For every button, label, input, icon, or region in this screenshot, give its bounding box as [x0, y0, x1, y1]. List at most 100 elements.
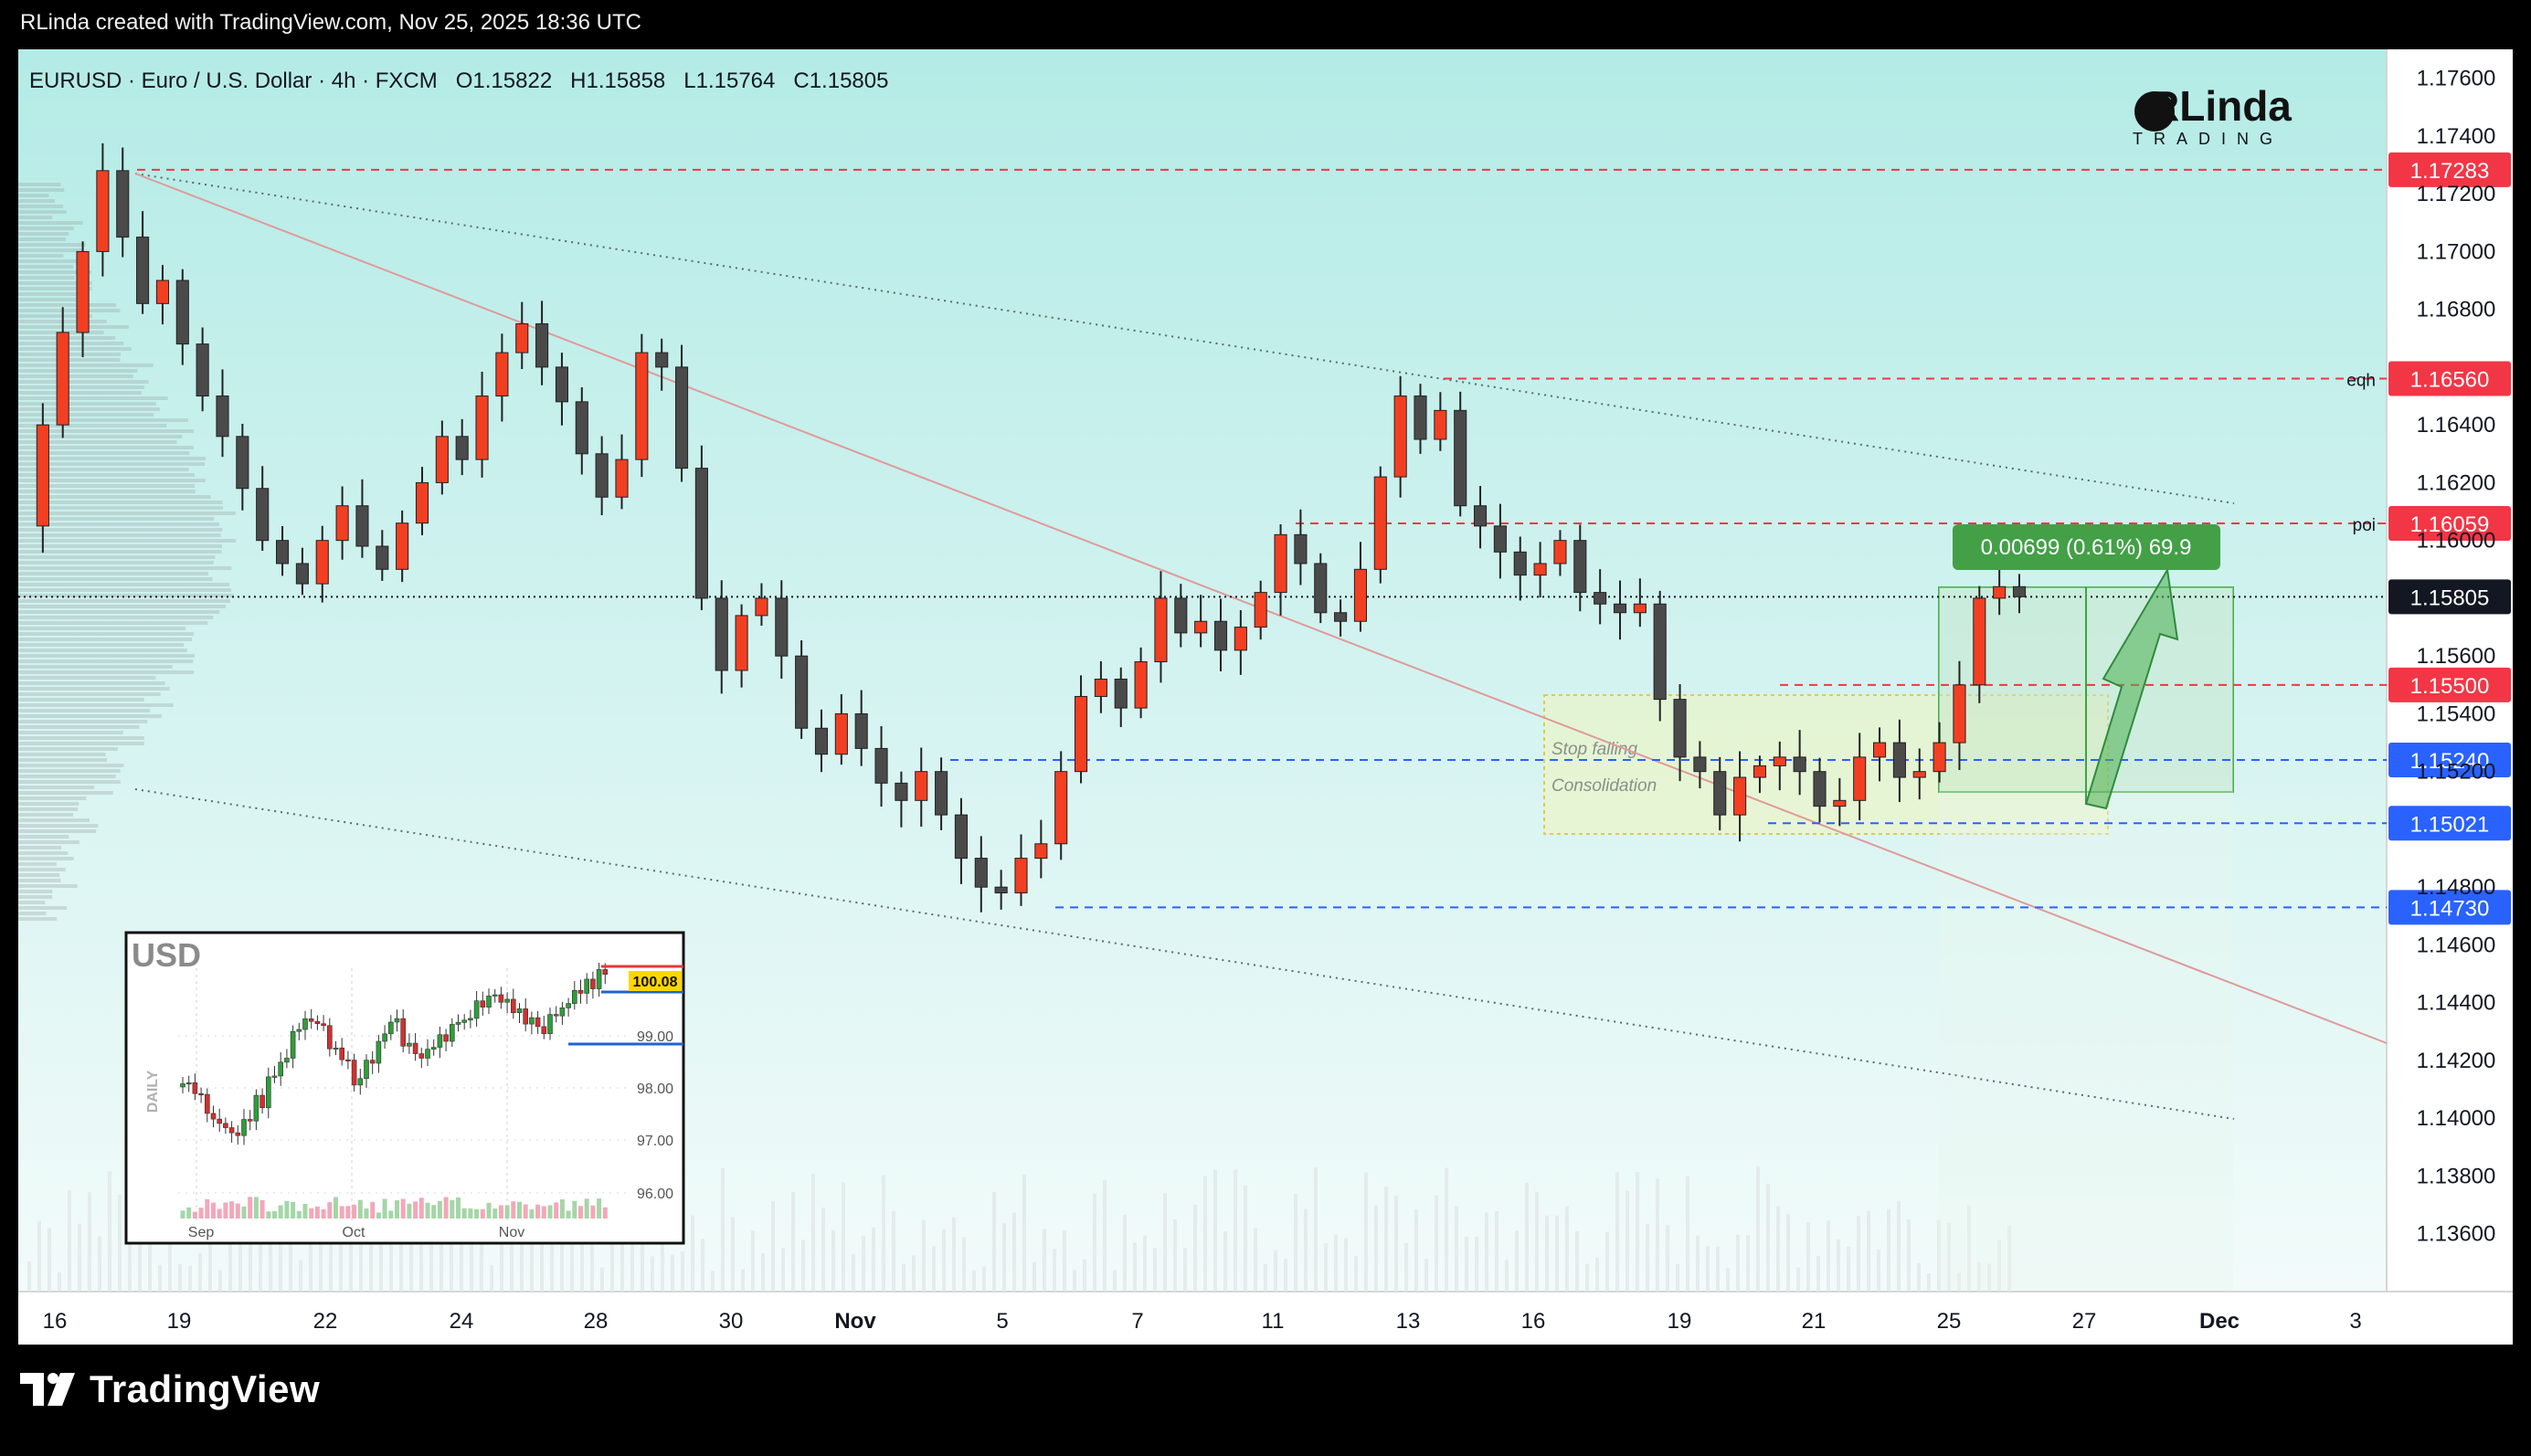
candle — [755, 583, 768, 626]
channel-upper-line[interactable] — [134, 173, 2235, 504]
candle — [575, 386, 588, 475]
inset-date-sep: Sep — [188, 1225, 215, 1240]
date-tick-1: 19 — [167, 1309, 192, 1334]
candle — [615, 434, 629, 510]
candle — [1434, 392, 1447, 451]
candle — [1973, 586, 1986, 703]
measure-label-box — [1953, 524, 2220, 570]
candle — [36, 403, 49, 554]
level-label-box-6 — [2388, 806, 2511, 841]
author-logo: RLinda TRADING — [2133, 82, 2292, 148]
level-label-5: 1.15240 — [2410, 749, 2490, 774]
candle — [674, 344, 689, 482]
date-tick-6: Nov — [834, 1309, 876, 1334]
price-tick-14: 1.14200 — [2417, 1049, 2496, 1073]
level-tag-eqh: eqh — [2346, 372, 2376, 391]
level-label-box-7 — [2388, 890, 2511, 925]
date-tick-14: 25 — [1937, 1309, 1962, 1334]
inset-title: USD — [132, 936, 201, 974]
level-label-box-0 — [2388, 152, 2511, 187]
candle — [1573, 524, 1587, 612]
chart-canvas[interactable]: Stop falling Consolidation 1.172831.1656… — [0, 0, 2531, 1347]
candle — [834, 693, 848, 765]
candle — [1892, 719, 1906, 802]
candle — [1653, 590, 1667, 722]
candle — [455, 418, 469, 476]
candle — [236, 424, 249, 511]
candle — [735, 604, 748, 688]
price-tick-15: 1.14000 — [2417, 1106, 2496, 1131]
candle — [1493, 503, 1507, 579]
time-axis-background — [18, 1292, 2513, 1345]
date-tick-13: 21 — [1802, 1309, 1827, 1334]
candle — [1613, 580, 1627, 640]
candle — [1872, 727, 1887, 782]
candle — [1933, 722, 1946, 783]
candle — [96, 142, 110, 277]
candle — [1213, 598, 1228, 671]
candle — [435, 420, 449, 495]
price-tick-17: 1.13600 — [2417, 1222, 2496, 1247]
candle — [655, 338, 669, 391]
candle — [116, 147, 130, 258]
candle — [256, 466, 270, 551]
date-tick-0: 16 — [43, 1309, 68, 1334]
candle — [795, 640, 809, 739]
date-tick-3: 24 — [450, 1309, 474, 1334]
candle — [136, 211, 150, 314]
inset-tick-96: 96.00 — [637, 1187, 673, 1202]
candle — [595, 436, 609, 516]
candle — [56, 307, 69, 438]
footer: TradingView — [0, 1347, 2531, 1456]
candle — [475, 371, 489, 478]
tradingview-logo[interactable]: TradingView — [20, 1367, 320, 1411]
date-tick-11: 16 — [1521, 1309, 1546, 1334]
date-tick-9: 11 — [1262, 1309, 1285, 1334]
candle — [1254, 580, 1267, 640]
channel-lower-line[interactable] — [134, 788, 2235, 1120]
date-tick-15: 27 — [2072, 1309, 2097, 1334]
price-tick-11: 1.14800 — [2417, 875, 2496, 900]
measure-label: 0.00699 (0.61%) 69.9 — [1981, 535, 2192, 560]
candle — [335, 486, 349, 560]
candle — [1853, 733, 1867, 821]
level-tag-poi: poi — [2353, 516, 2376, 535]
candle — [954, 797, 969, 884]
candle — [1473, 485, 1488, 549]
candle — [1813, 757, 1827, 823]
candle — [1353, 542, 1368, 632]
consolidation-label-2: Consolidation — [1551, 776, 1657, 796]
level-label-box-5 — [2388, 743, 2511, 778]
candle — [175, 269, 189, 365]
level-label-2: 1.16059 — [2410, 512, 2490, 537]
candle — [1054, 751, 1068, 860]
time-axis-ticks: 16 19 22 24 28 30 Nov 5 7 11 13 16 19 21 25 27 Dec 3 — [43, 1309, 2362, 1334]
usd-inset-chart[interactable]: USD DAILY 100.08 99.00 98.00 97.00 96.00… — [124, 931, 685, 1245]
candle — [1334, 599, 1348, 637]
consolidation-zone[interactable] — [1543, 694, 2109, 835]
svg-text:RLinda: RLinda — [2149, 82, 2292, 130]
price-tick-12: 1.14600 — [2417, 933, 2496, 957]
tradingview-logo-icon — [20, 1373, 75, 1406]
level-label-4: 1.15500 — [2410, 674, 2490, 699]
volume-profile — [18, 183, 237, 921]
projection-arrow[interactable] — [2084, 567, 2179, 810]
candle — [555, 353, 569, 426]
candle — [355, 479, 369, 558]
candle — [495, 333, 509, 422]
author-portrait-icon — [2134, 91, 2175, 132]
price-tick-9: 1.15400 — [2417, 702, 2496, 726]
price-tick-1: 1.17400 — [2417, 124, 2496, 149]
date-tick-10: 13 — [1396, 1309, 1421, 1334]
candle — [1314, 553, 1328, 624]
inset-date-oct: Oct — [343, 1225, 365, 1240]
candle — [1414, 384, 1427, 454]
candle — [295, 547, 309, 596]
price-tick-6: 1.16200 — [2417, 470, 2496, 495]
price-tick-2: 1.17200 — [2417, 182, 2496, 206]
price-tick-10: 1.15200 — [2417, 760, 2496, 785]
inset-current-price: 100.08 — [633, 975, 678, 990]
candle — [1274, 524, 1287, 616]
candle — [1174, 584, 1188, 648]
date-tick-7: 5 — [996, 1309, 1008, 1334]
